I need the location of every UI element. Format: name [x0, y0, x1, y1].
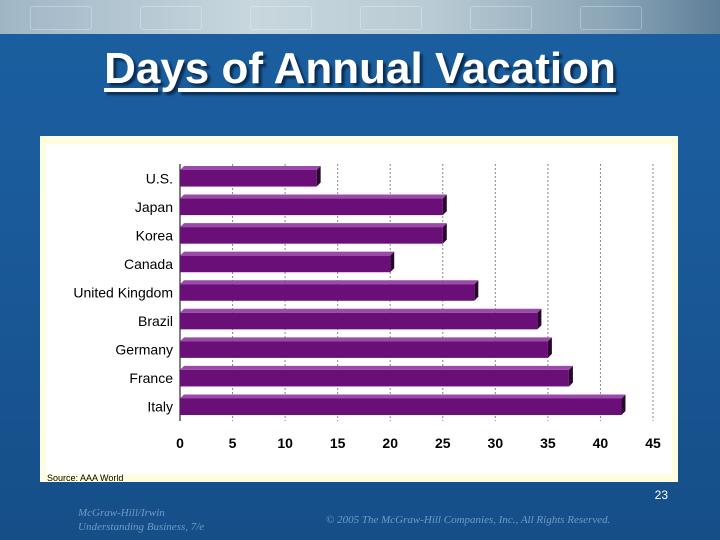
slide-title: Days of Annual Vacation: [104, 44, 616, 93]
bar-top: [180, 165, 321, 170]
banner-decoration: [30, 6, 92, 30]
banner-decoration: [470, 6, 532, 30]
x-tick-label: 35: [540, 435, 556, 451]
bar-depth: [316, 165, 321, 187]
banner-decoration: [360, 6, 422, 30]
x-tick-label: 40: [593, 435, 609, 451]
x-tick-label: 45: [645, 435, 661, 451]
x-tick-label: 25: [435, 435, 451, 451]
bar-depth: [621, 394, 626, 416]
bar-top: [180, 337, 552, 342]
bar-depth: [442, 223, 447, 244]
bar: [180, 169, 317, 187]
bar: [180, 284, 475, 301]
x-tick-label: 0: [176, 435, 184, 451]
category-label: United Kingdom: [73, 285, 173, 301]
bar-top: [180, 223, 447, 228]
category-label: Germany: [115, 342, 173, 358]
chart-panel: U.S. Japan Korea Canada United Kingdom Brazil…: [40, 136, 678, 482]
footer-publisher: McGraw-Hill/Irwin Understanding Business…: [78, 506, 204, 534]
header-banner: [0, 0, 720, 34]
bar: [180, 312, 538, 330]
x-tick-label: 5: [229, 435, 237, 451]
category-label: Canada: [124, 256, 173, 272]
footer-publisher-line1: McGraw-Hill/Irwin: [78, 507, 165, 519]
bar: [180, 341, 548, 358]
bar-depth: [547, 337, 552, 358]
bar-depth: [442, 194, 447, 216]
banner-decoration: [250, 6, 312, 30]
bar-depth: [474, 280, 479, 301]
bar-depth: [390, 251, 395, 273]
bar-top: [180, 280, 479, 285]
bar: [180, 369, 569, 387]
source-note: Source: AAA World: [47, 473, 124, 483]
bar-chart: U.S. Japan Korea Canada United Kingdom Brazil…: [46, 144, 672, 474]
bar: [180, 255, 391, 273]
bar-top: [180, 251, 395, 256]
bar: [180, 227, 443, 244]
bar-top: [180, 365, 573, 370]
bar-top: [180, 394, 626, 399]
bar-depth: [537, 308, 542, 330]
category-label: Brazil: [138, 313, 173, 329]
category-label: Japan: [135, 199, 173, 215]
bar: [180, 198, 443, 216]
category-label: Italy: [147, 399, 173, 415]
x-tick-label: 30: [488, 435, 504, 451]
x-tick-label: 10: [277, 435, 293, 451]
category-label: France: [129, 370, 173, 386]
banner-decoration: [140, 6, 202, 30]
bar-top: [180, 308, 542, 313]
category-label: U.S.: [146, 170, 173, 186]
category-label: Korea: [136, 227, 174, 243]
x-tick-label: 15: [330, 435, 346, 451]
footer-copyright: © 2005 The McGraw-Hill Companies, Inc., …: [326, 514, 611, 526]
banner-decoration: [580, 6, 642, 30]
page-number: 23: [654, 488, 668, 502]
bar-top: [180, 194, 447, 199]
bar: [180, 398, 622, 416]
bar-depth: [568, 365, 573, 387]
footer-publisher-line2: Understanding Business, 7/e: [78, 521, 205, 533]
x-tick-label: 20: [382, 435, 398, 451]
